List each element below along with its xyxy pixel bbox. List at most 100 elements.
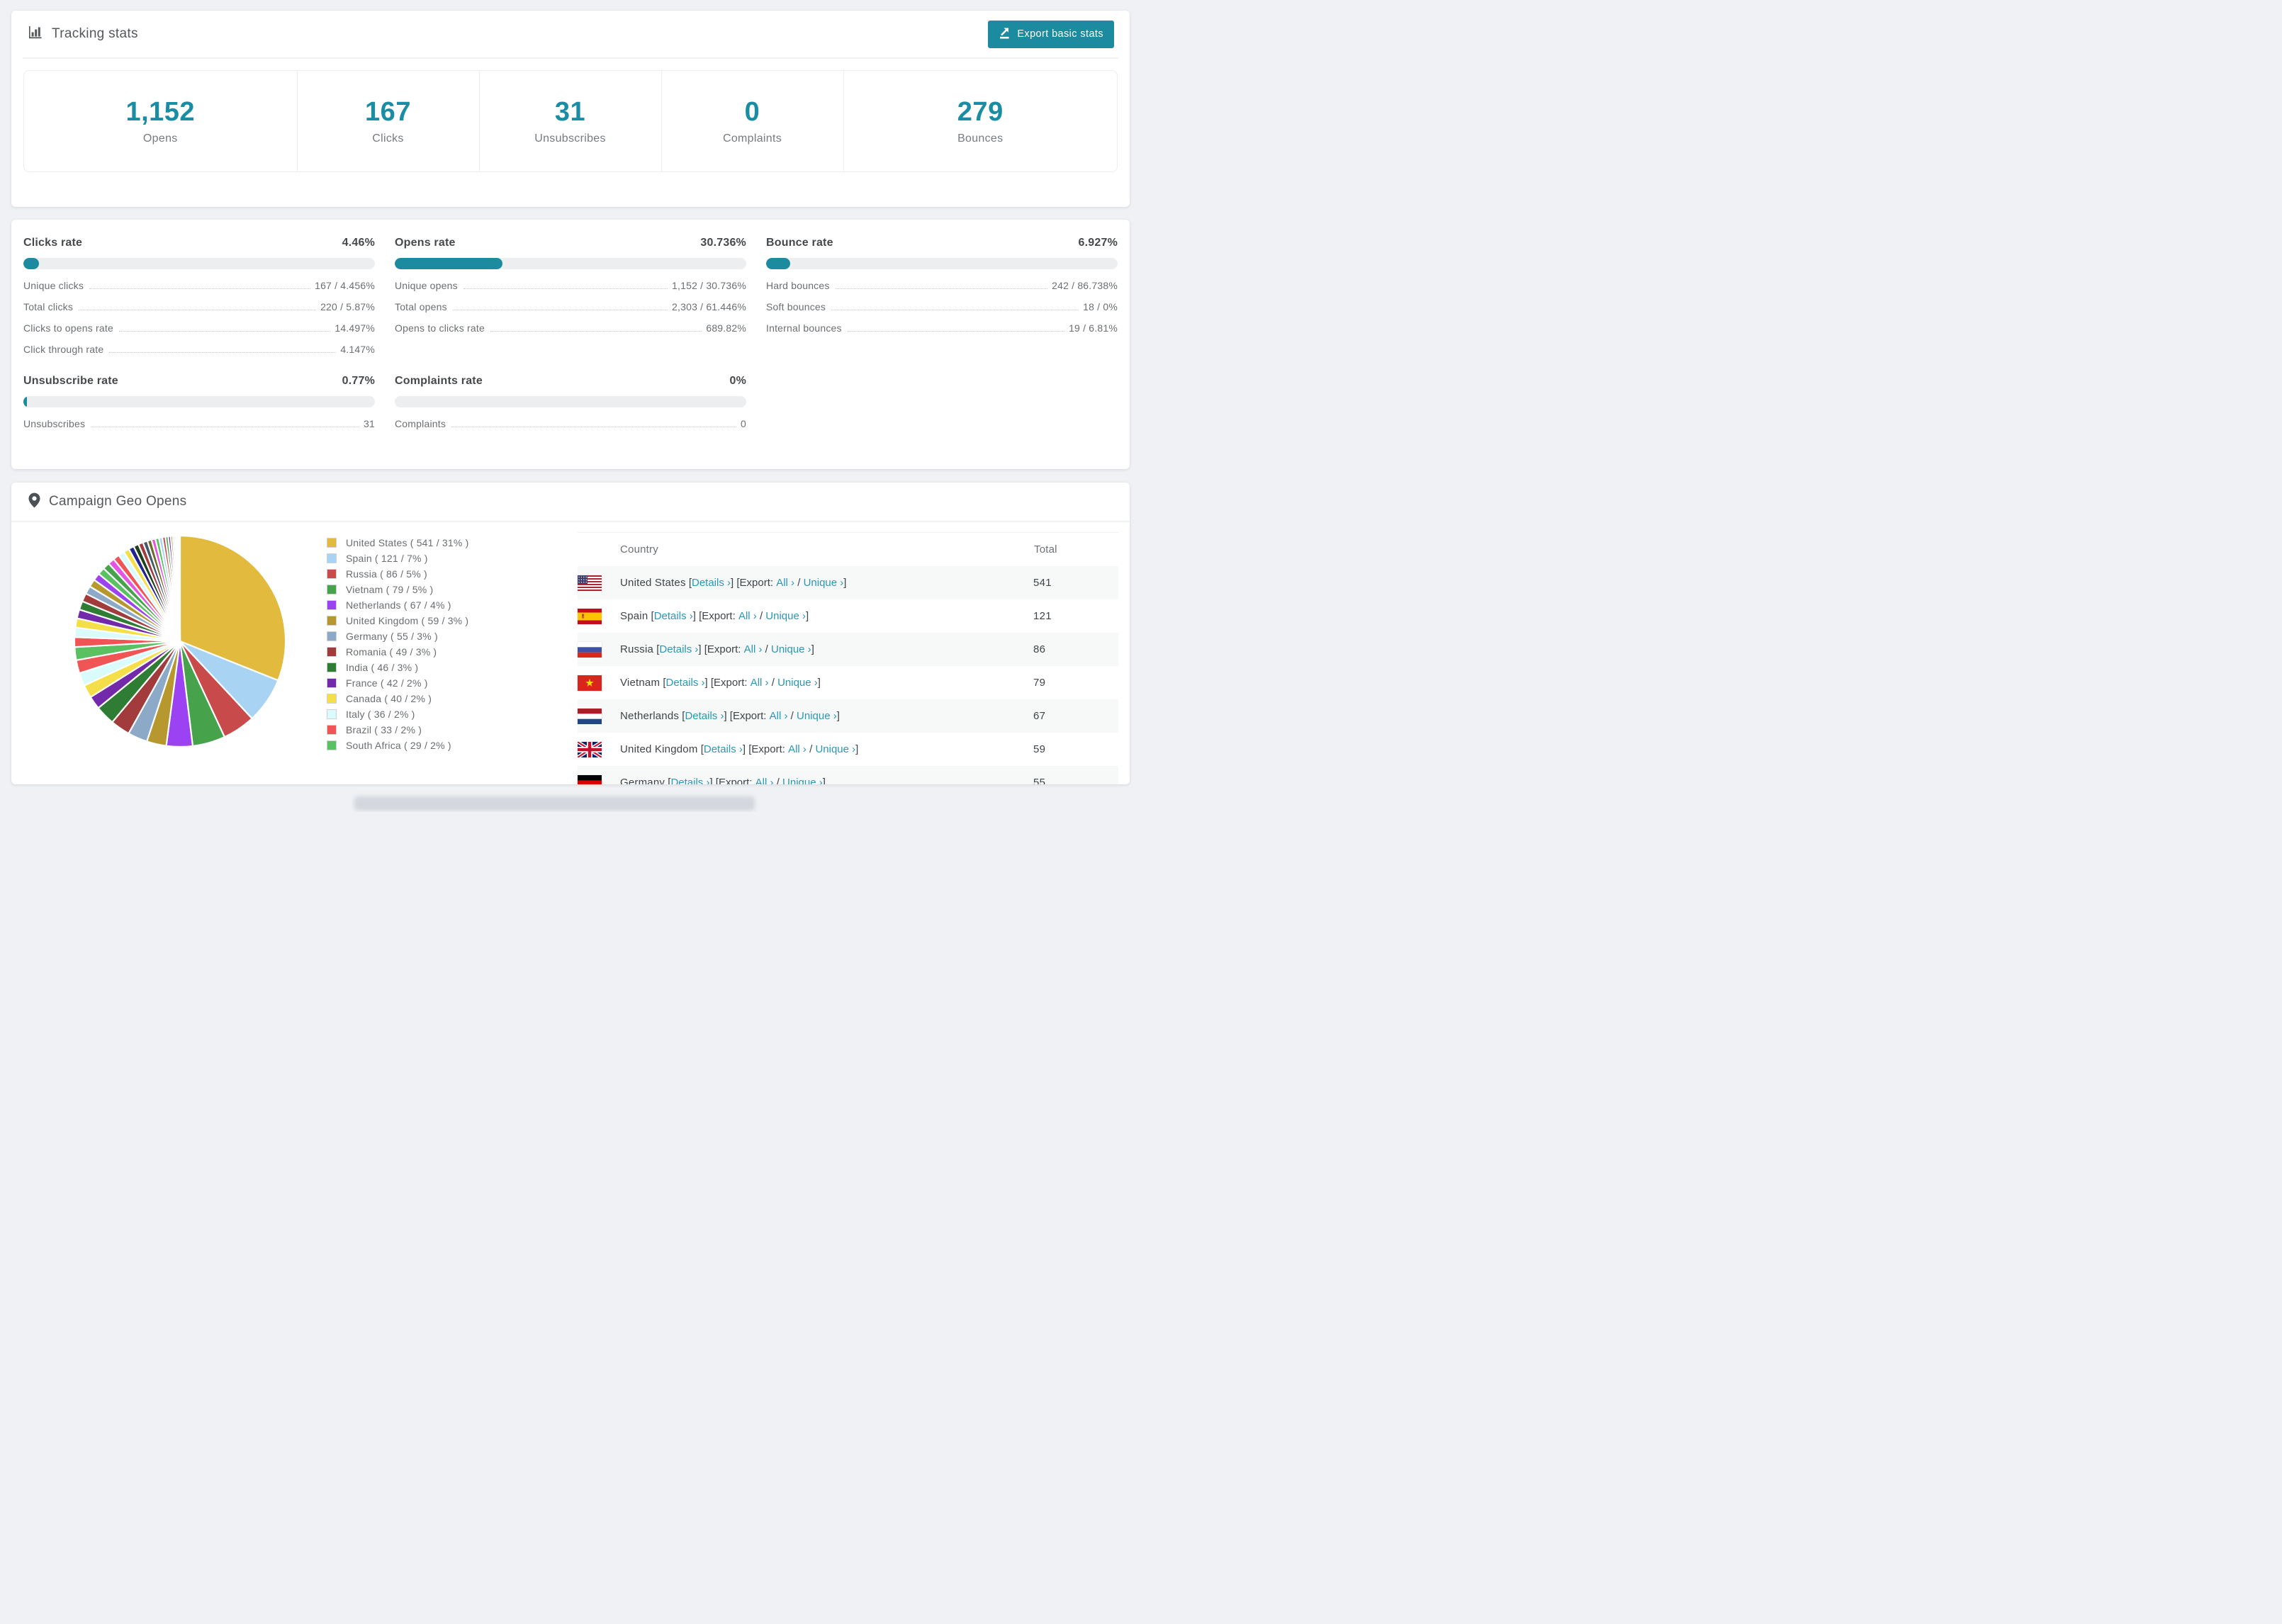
country-total: 67 — [1033, 710, 1046, 722]
legend-item-russia: Russia ( 86 / 5% ) — [327, 568, 561, 580]
rate-progress-fill — [766, 258, 791, 269]
stat-label: Clicks — [372, 132, 404, 145]
stat-box-bounces: 279 Bounces — [844, 71, 1118, 171]
rate-title: Complaints rate — [395, 375, 483, 387]
geo-table-row-vietnam: Vietnam [Details ›] [Export: All › / Uni… — [578, 666, 1118, 699]
legend-swatch — [327, 600, 337, 610]
export-unique-link[interactable]: Unique › — [770, 643, 811, 655]
separator: / — [756, 610, 766, 622]
bracket: ] — [855, 743, 859, 755]
bracket: ] — [811, 643, 814, 655]
rate-detail-row: Opens to clicks rate 689.82% — [395, 322, 746, 334]
rate-progress-bar — [395, 396, 746, 407]
legend-label: South Africa ( 29 / 2% ) — [346, 740, 451, 751]
rate-detail-row: Click through rate 4.147% — [23, 344, 375, 355]
legend-item-canada: Canada ( 40 / 2% ) — [327, 693, 561, 704]
legend-swatch — [327, 662, 337, 672]
rate-title: Bounce rate — [766, 237, 833, 249]
export-unique-link[interactable]: Unique › — [765, 610, 806, 622]
export-all-link[interactable]: All › — [788, 743, 806, 755]
details-link[interactable]: Details › — [653, 610, 693, 622]
rate-progress-bar — [766, 258, 1118, 269]
export-unique-link[interactable]: Unique › — [797, 710, 837, 722]
bracket: ] — [817, 677, 821, 689]
export-icon — [999, 27, 1011, 42]
rate-detail-value: 167 / 4.456% — [315, 280, 375, 291]
legend-swatch — [327, 585, 337, 594]
stat-label: Complaints — [722, 132, 782, 145]
page-title: Tracking stats — [52, 26, 138, 41]
export-all-link[interactable]: All › — [769, 710, 788, 722]
legend-label: Brazil ( 33 / 2% ) — [346, 724, 422, 735]
rate-value: 30.736% — [700, 237, 746, 249]
rate-progress-fill — [23, 258, 40, 269]
flag-ru-icon — [578, 641, 602, 658]
geo-table-row-netherlands: Netherlands [Details ›] [Export: All › /… — [578, 699, 1118, 733]
legend-item-vietnam: Vietnam ( 79 / 5% ) — [327, 584, 561, 595]
rates-card: Clicks rate 4.46% Unique clicks 167 / 4.… — [11, 220, 1130, 469]
legend-item-romania: Romania ( 49 / 3% ) — [327, 646, 561, 658]
flag-de-icon — [578, 774, 602, 784]
export-all-link[interactable]: All › — [776, 577, 795, 589]
rate-value: 0.77% — [342, 375, 375, 387]
rate-title: Clicks rate — [23, 237, 83, 249]
legend-item-germany: Germany ( 55 / 3% ) — [327, 631, 561, 642]
dotted-leader — [490, 331, 702, 332]
rate-detail-label: Unsubscribes — [23, 418, 86, 429]
legend-swatch — [327, 725, 337, 735]
rate-block-complaints-rate: Complaints rate 0% Complaints 0 — [395, 375, 746, 429]
flag-nl-icon — [578, 708, 602, 724]
header-divider — [23, 57, 1118, 59]
export-all-link[interactable]: All › — [755, 777, 774, 784]
export-all-link[interactable]: All › — [743, 643, 763, 655]
country-total: 79 — [1033, 677, 1046, 689]
details-link[interactable]: Details › — [670, 777, 710, 784]
legend-item-spain: Spain ( 121 / 7% ) — [327, 553, 561, 564]
bracket: ] [Export: — [698, 643, 744, 655]
rate-title: Opens rate — [395, 237, 456, 249]
rate-detail-row: Hard bounces 242 / 86.738% — [766, 280, 1118, 291]
rate-detail-row: Unique clicks 167 / 4.456% — [23, 280, 375, 291]
legend-label: Canada ( 40 / 2% ) — [346, 693, 432, 704]
export-unique-link[interactable]: Unique › — [803, 577, 844, 589]
map-pin-icon — [28, 492, 40, 512]
legend-label: United Kingdom ( 59 / 3% ) — [346, 615, 469, 626]
export-all-link[interactable]: All › — [750, 677, 769, 689]
bracket: ] [Export: — [692, 610, 738, 622]
country-total: 86 — [1033, 643, 1046, 655]
legend-swatch — [327, 694, 337, 704]
rate-detail-value: 18 / 0% — [1083, 301, 1118, 312]
details-link[interactable]: Details › — [685, 710, 724, 722]
horizontal-scrollbar[interactable] — [354, 796, 755, 811]
country-total: 121 — [1033, 610, 1052, 622]
bracket: [ — [685, 577, 692, 589]
details-link[interactable]: Details › — [692, 577, 731, 589]
rate-detail-label: Hard bounces — [766, 280, 830, 291]
details-link[interactable]: Details › — [665, 677, 705, 689]
export-unique-link[interactable]: Unique › — [777, 677, 818, 689]
legend-item-italy: Italy ( 36 / 2% ) — [327, 709, 561, 720]
export-unique-link[interactable]: Unique › — [815, 743, 856, 755]
bracket: [ — [660, 677, 666, 689]
summary-stats-row: 1,152 Opens 167 Clicks 31 Unsubscribes 0… — [23, 70, 1118, 172]
stat-value: 0 — [744, 97, 760, 127]
legend-label: Netherlands ( 67 / 4% ) — [346, 599, 451, 611]
dotted-leader — [109, 352, 337, 353]
details-link[interactable]: Details › — [659, 643, 699, 655]
flag-es-icon — [578, 608, 602, 624]
legend-swatch — [327, 740, 337, 750]
rate-detail-value: 242 / 86.738% — [1052, 280, 1118, 291]
stat-value: 31 — [554, 97, 586, 127]
dotted-leader — [89, 288, 311, 289]
stat-value: 279 — [957, 97, 1004, 127]
rate-progress-fill — [395, 258, 503, 269]
rate-detail-row: Unsubscribes 31 — [23, 418, 375, 429]
export-all-link[interactable]: All › — [738, 610, 757, 622]
country-name: United States — [620, 577, 686, 589]
export-basic-stats-button[interactable]: Export basic stats — [988, 20, 1114, 48]
stat-box-unsubscribes: 31 Unsubscribes — [480, 71, 662, 171]
export-unique-link[interactable]: Unique › — [782, 777, 823, 784]
legend-swatch — [327, 553, 337, 563]
details-link[interactable]: Details › — [703, 743, 743, 755]
campaign-geo-opens-card: Campaign Geo Opens United States ( 541 /… — [11, 483, 1130, 784]
